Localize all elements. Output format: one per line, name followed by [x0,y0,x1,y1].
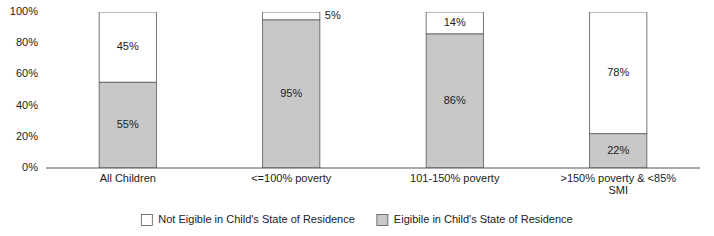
y-tick-label: 60% [16,67,38,79]
x-tick-label-line: SMI [608,184,628,196]
x-tick-label-line: All Children [100,172,156,184]
data-label: 5% [325,9,341,21]
data-label: 22% [607,144,629,156]
bar-segment [590,12,647,134]
x-tick-label: <=100% poverty [251,172,332,184]
x-axis-line [46,168,700,169]
legend-label: Not Eigible in Child's State of Residenc… [158,213,355,225]
legend-swatch [141,215,152,226]
data-labels: 55% 95% 86% 22% 45% 5% 14% 78% [117,9,630,156]
bar-segment [263,12,320,20]
data-label: 86% [444,94,466,106]
x-tick-label: >150% poverty & <85%SMI [560,172,676,196]
legend-swatch [377,215,388,226]
data-label: 14% [444,16,466,28]
bar-segment [99,12,156,82]
data-label: 55% [117,118,139,130]
y-tick-label: 40% [16,99,38,111]
data-label: 78% [607,66,629,78]
legend-label: Eigibile in Child's State of Residence [394,213,573,225]
x-tick-label: All Children [100,172,156,184]
bar-segment [590,134,647,168]
bar-segment [426,34,483,168]
page: {"chart_data": {"type": "bar", "stacked"… [0,0,714,236]
legend: Not Eigible in Child's State of Residenc… [141,213,572,226]
bars [99,12,647,168]
chart-container: 0% 20% 40% 60% 80% 100% 55% 95% 86% 22% 45% 5% 14% 78… [0,0,714,236]
x-tick-label-line: >150% poverty & <85% [560,172,676,184]
chart-svg: 0% 20% 40% 60% 80% 100% 55% 95% 86% 22% 45% 5% 14% 78… [0,0,714,236]
x-tick-label: 101-150% poverty [410,172,500,184]
x-tick-label-line: 101-150% poverty [410,172,500,184]
bar-segment [263,20,320,168]
y-tick-label: 100% [10,5,38,17]
bar-segment [426,12,483,34]
y-tick-label: 80% [16,36,38,48]
data-label: 45% [117,40,139,52]
x-tick-label-line: <=100% poverty [251,172,332,184]
y-tick-label: 20% [16,130,38,142]
data-label: 95% [280,87,302,99]
y-tick-label: 0% [22,161,38,173]
bar-segment [99,82,156,168]
